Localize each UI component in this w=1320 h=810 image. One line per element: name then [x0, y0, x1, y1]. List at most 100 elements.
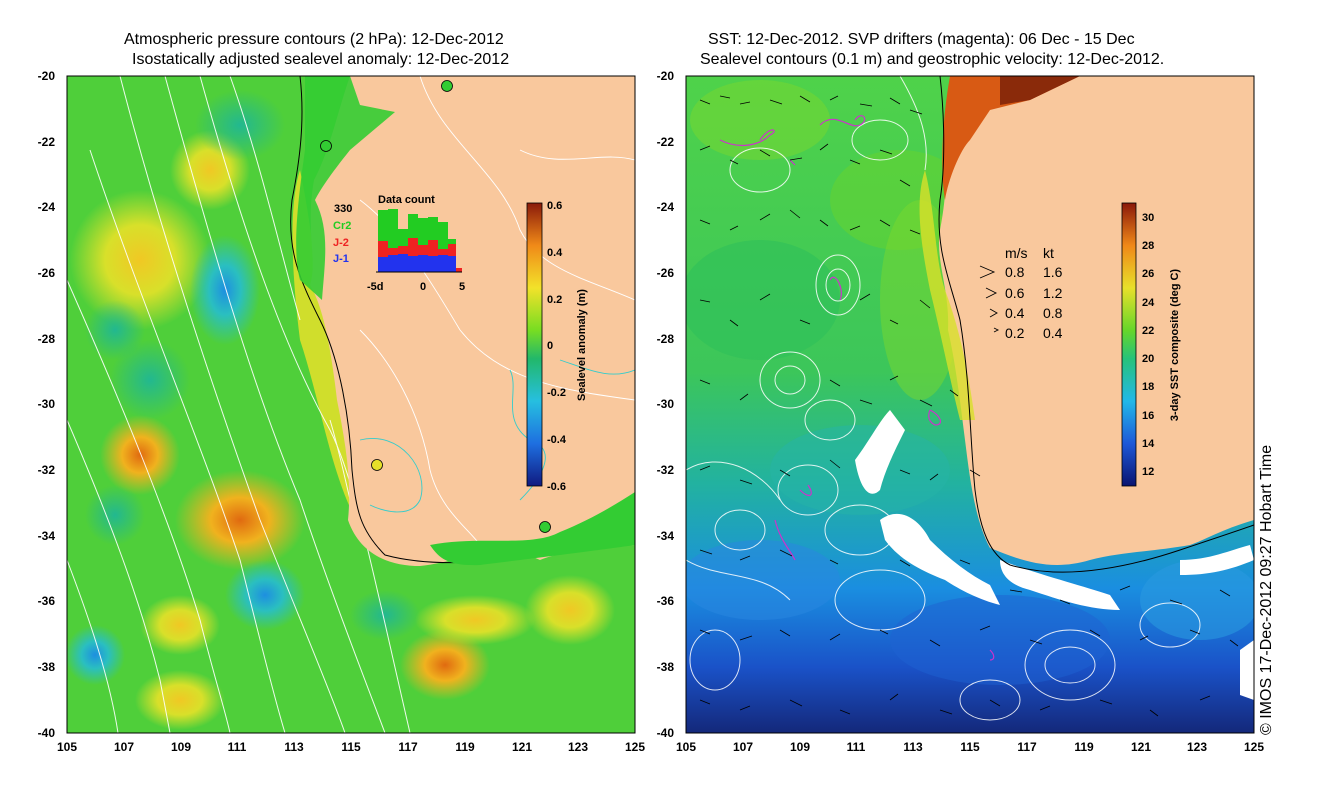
sla-anomaly-blobs	[67, 90, 615, 730]
hot-nw-coast	[1000, 76, 1080, 105]
lat-tick: -20	[657, 69, 675, 83]
sst-colorbar-tick: 30	[1142, 212, 1154, 224]
legend-ms-value: 0.6	[1005, 285, 1025, 301]
imos-credit: © IMOS 17-Dec-2012 09:27 Hobart Time	[1258, 444, 1275, 735]
lat-tick: -40	[657, 726, 675, 740]
lon-tick: 125	[625, 740, 645, 754]
australia-landmass	[310, 76, 635, 566]
sst-colorbar-tick: 14	[1142, 438, 1155, 450]
sla-colorbar-label: Sealevel anomaly (m)	[576, 289, 588, 401]
data-count-bars	[378, 209, 462, 272]
legend-ms-value: 0.8	[1005, 264, 1025, 280]
pressure-contours	[67, 76, 411, 733]
sst-colorbar-tick: 18	[1142, 381, 1154, 393]
sst-colorbar-tick: 28	[1142, 240, 1154, 252]
data-count-title: Data count	[378, 194, 435, 206]
lat-tick: -28	[657, 332, 675, 346]
lon-tick: 111	[847, 740, 866, 754]
cloud-masked-areas	[855, 410, 1254, 700]
data-count-xtick: 5	[459, 281, 465, 293]
sla-colorbar-tick: 0	[547, 340, 553, 352]
legend-kt-value: 0.4	[1043, 325, 1063, 341]
sst-colorbar-tick: 26	[1142, 268, 1154, 280]
lat-tick: -32	[38, 463, 56, 477]
legend-ms-value: 0.2	[1005, 325, 1025, 341]
sst-colorbar: 30 28 26 24 22 20 18 16 14 12 3-day SST …	[1121, 202, 1181, 487]
geostrophic-velocity-arrows	[699, 95, 1239, 717]
left-lat-ticks: -20 -22 -24 -26 -28 -30 -32 -34 -36 -38 …	[38, 69, 56, 740]
lat-tick: -36	[38, 594, 56, 608]
lon-tick: 113	[284, 740, 304, 754]
tide-gauge-marker-yellow	[371, 459, 383, 471]
lat-tick: -22	[657, 135, 675, 149]
lat-tick: -26	[38, 266, 56, 280]
shelf-break-line-sst	[938, 76, 1254, 573]
sla-colorbar-ramp	[526, 202, 543, 487]
lon-tick: 119	[1074, 740, 1094, 754]
legend-header-kt: kt	[1043, 245, 1054, 261]
velocity-legend: m/s kt 0.8 1.6 0.6 1.2 0.4 0.8 0.2 0.4	[979, 245, 1063, 341]
lon-tick: 117	[1017, 740, 1037, 754]
right-lon-ticks: 105 107 109 111 113 115 117 119 121 123 …	[676, 740, 1264, 754]
sla-colorbar-tick: 0.6	[547, 200, 562, 212]
right-map-frame	[685, 75, 1255, 734]
sst-colorbar-tick: 24	[1142, 297, 1155, 309]
sst-colorbar-ramp	[1121, 202, 1137, 487]
sla-colorbar-tick: -0.2	[547, 387, 566, 399]
source-cr2-label: Cr2	[333, 220, 351, 232]
lon-tick: 117	[398, 740, 418, 754]
legend-arrow-glyphs	[979, 265, 1000, 333]
lat-tick: -34	[38, 529, 56, 543]
lat-tick: -24	[38, 200, 56, 214]
legend-header-ms: m/s	[1005, 245, 1028, 261]
legend-kt-value: 0.8	[1043, 305, 1063, 321]
lat-tick: -32	[657, 463, 675, 477]
lon-tick: 105	[676, 740, 696, 754]
lat-tick: -34	[657, 529, 675, 543]
lon-tick: 125	[1244, 740, 1264, 754]
data-count-xtick: 0	[420, 281, 426, 293]
sst-colorbar-tick: 12	[1142, 466, 1154, 478]
lon-tick: 119	[455, 740, 475, 754]
left-lon-ticks: 105 107 109 111 113 115 117 119 121 123 …	[57, 740, 645, 754]
sla-colorbar-tick: 0.2	[547, 294, 562, 306]
coastal-warm-band	[919, 170, 975, 420]
sla-colorbar: 0.6 0.4 0.2 0 -0.2 -0.4 -0.6 Sealevel an…	[526, 200, 588, 493]
svp-drifter-tracks	[719, 115, 995, 661]
lon-tick: 115	[341, 740, 361, 754]
right-title-line1: SST: 12-Dec-2012. SVP drifters (magenta)…	[708, 31, 1135, 48]
lat-tick: -38	[657, 660, 675, 674]
lat-tick: -36	[657, 594, 675, 608]
lon-tick: 121	[1131, 740, 1151, 754]
lon-tick: 107	[733, 740, 753, 754]
warm-nw-coast	[942, 76, 1080, 200]
sst-colorbar-label: 3-day SST composite (deg C)	[1169, 269, 1181, 422]
left-title-line2: Isostatically adjusted sealevel anomaly:…	[132, 51, 510, 68]
lon-tick: 123	[568, 740, 588, 754]
sst-colorbar-tick: 16	[1142, 410, 1154, 422]
legend-kt-value: 1.6	[1043, 264, 1063, 280]
sla-colorbar-tick: -0.4	[547, 434, 567, 446]
lat-tick: -22	[38, 135, 56, 149]
lat-tick: -30	[38, 397, 56, 411]
sealevel-contours	[686, 76, 1201, 721]
sla-colorbar-tick: -0.6	[547, 481, 566, 493]
lon-tick: 109	[790, 740, 810, 754]
source-j1-label: J-1	[333, 253, 349, 265]
source-j2-label: J-2	[333, 237, 349, 249]
sst-colorbar-tick: 20	[1142, 353, 1154, 365]
south-coast-shelf	[430, 492, 635, 566]
legend-ms-value: 0.4	[1005, 305, 1025, 321]
lon-tick: 123	[1187, 740, 1207, 754]
lat-tick: -24	[657, 200, 675, 214]
lon-tick: 115	[960, 740, 980, 754]
lon-tick: 113	[903, 740, 923, 754]
legend-kt-value: 1.2	[1043, 285, 1063, 301]
data-count-xtick: -5d	[367, 281, 384, 293]
lat-tick: -38	[38, 660, 56, 674]
right-title-line2: Sealevel contours (0.1 m) and geostrophi…	[700, 51, 1165, 68]
lat-tick: -20	[38, 69, 56, 83]
lon-tick: 105	[57, 740, 77, 754]
lon-tick: 121	[512, 740, 532, 754]
sla-colorbar-tick: 0.4	[547, 247, 563, 259]
